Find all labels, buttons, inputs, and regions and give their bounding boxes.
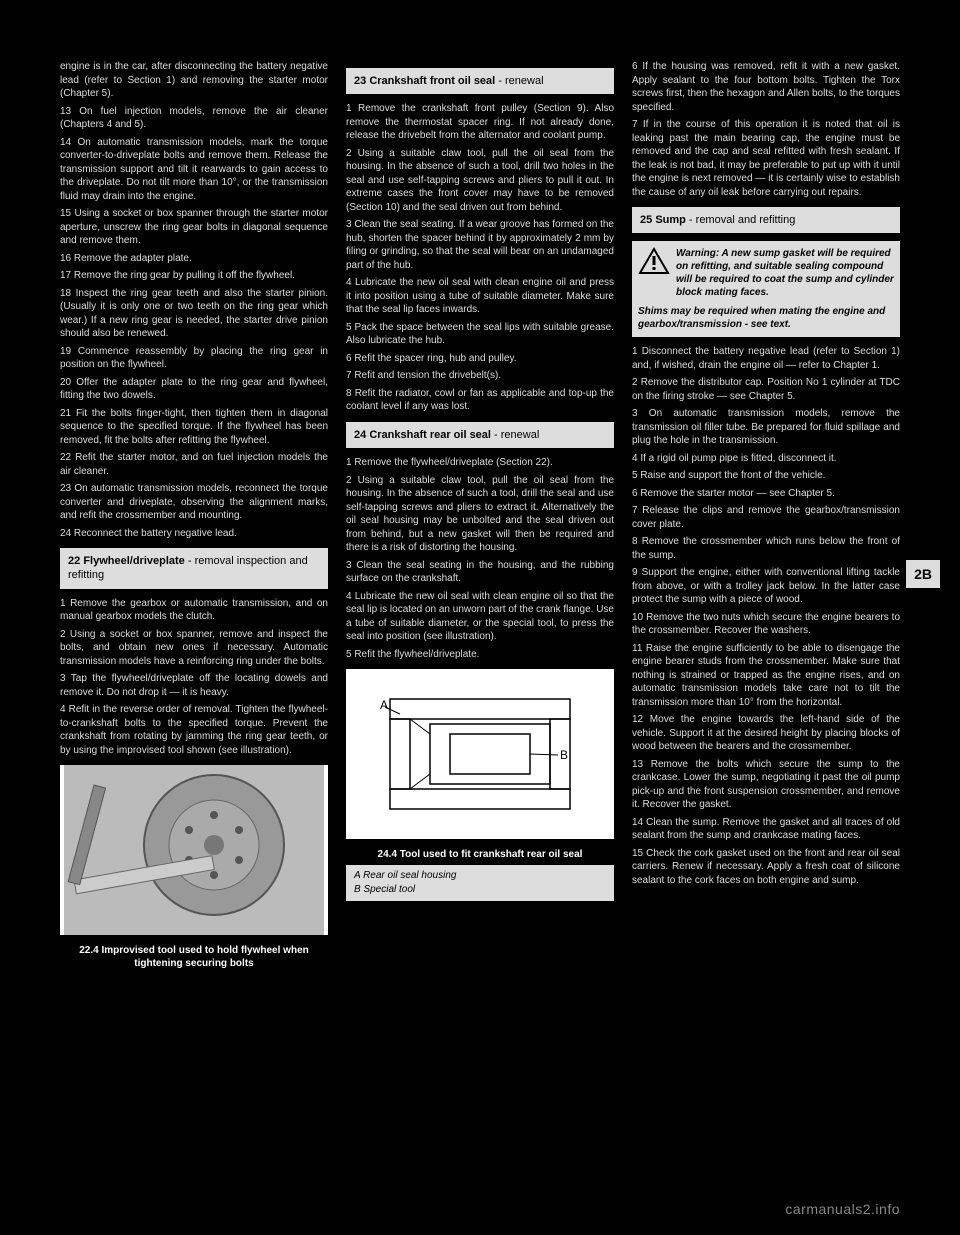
figure-caption: 22.4 Improvised tool used to hold flywhe… <box>60 940 328 974</box>
flywheel-photo <box>60 765 328 935</box>
figure-caption: 24.4 Tool used to fit crankshaft rear oi… <box>346 844 614 865</box>
body-text: 18 Inspect the ring gear teeth and also … <box>60 287 328 341</box>
body-text: 4 If a rigid oil pump pipe is fitted, di… <box>632 452 900 466</box>
body-text: 4 Refit in the reverse order of removal.… <box>60 703 328 757</box>
body-text: 1 Disconnect the battery negative lead (… <box>632 345 900 372</box>
body-text: 3 Clean the seal seating. If a wear groo… <box>346 218 614 272</box>
body-text: 5 Raise and support the front of the veh… <box>632 469 900 483</box>
section-number: 25 <box>640 214 652 226</box>
body-text: 1 Remove the crankshaft front pulley (Se… <box>346 102 614 143</box>
watermark: carmanuals2.info <box>785 1201 900 1217</box>
body-text: 7 If in the course of this operation it … <box>632 118 900 199</box>
section-title: Crankshaft rear oil seal <box>369 429 491 441</box>
oil-seal-tool-diagram: A B <box>346 669 614 839</box>
content-columns: engine is in the car, after disconnectin… <box>60 60 900 974</box>
section-subtitle: - removal and refitting <box>686 214 795 226</box>
body-text: 7 Refit and tension the drivebelt(s). <box>346 369 614 383</box>
body-text: 14 On automatic transmission models, mar… <box>60 136 328 204</box>
body-text: engine is in the car, after disconnectin… <box>60 60 328 101</box>
body-text: 13 Remove the bolts which secure the sum… <box>632 758 900 812</box>
section-number: 24 <box>354 429 366 441</box>
section-number: 22 <box>68 555 80 567</box>
body-text: 2 Using a suitable claw tool, pull the o… <box>346 474 614 555</box>
section-title: Crankshaft front oil seal <box>369 75 495 87</box>
body-text: 19 Commence reassembly by placing the ri… <box>60 345 328 372</box>
body-text: 4 Lubricate the new oil seal with clean … <box>346 276 614 317</box>
body-text: 6 Refit the spacer ring, hub and pulley. <box>346 352 614 366</box>
body-text: 23 On automatic transmission models, rec… <box>60 482 328 523</box>
body-text: 4 Lubricate the new oil seal with clean … <box>346 590 614 644</box>
body-text: 8 Remove the crossmember which runs belo… <box>632 535 900 562</box>
body-text: 5 Pack the space between the seal lips w… <box>346 321 614 348</box>
section-subtitle: - renewal <box>491 429 539 441</box>
body-text: 1 Remove the gearbox or automatic transm… <box>60 597 328 624</box>
body-text: 2 Using a suitable claw tool, pull the o… <box>346 147 614 215</box>
body-text: 24 Reconnect the battery negative lead. <box>60 527 328 541</box>
body-text: 17 Remove the ring gear by pulling it of… <box>60 269 328 283</box>
body-text: 9 Support the engine, either with conven… <box>632 566 900 607</box>
section-22-header: 22 Flywheel/driveplate - removal inspect… <box>60 548 328 589</box>
body-text: 10 Remove the two nuts which secure the … <box>632 611 900 638</box>
body-text: 21 Fit the bolts finger-tight, then tigh… <box>60 407 328 448</box>
body-text: 20 Offer the adapter plate to the ring g… <box>60 376 328 403</box>
section-subtitle: - renewal <box>495 75 543 87</box>
column-3: 6 If the housing was removed, refit it w… <box>632 60 900 974</box>
page-tab: 2B <box>906 560 940 588</box>
body-text: 22 Refit the starter motor, and on fuel … <box>60 451 328 478</box>
body-text: 12 Move the engine towards the left-hand… <box>632 713 900 754</box>
section-title: Sump <box>655 214 686 226</box>
section-title: Flywheel/driveplate <box>83 555 184 567</box>
body-text: 15 Check the cork gasket used on the fro… <box>632 847 900 888</box>
column-1: engine is in the car, after disconnectin… <box>60 60 328 974</box>
svg-text:A: A <box>380 698 388 712</box>
column-2: 23 Crankshaft front oil seal - renewal 1… <box>346 60 614 974</box>
warning-triangle-icon <box>638 247 670 275</box>
body-text: 3 Clean the seal seating in the housing,… <box>346 559 614 586</box>
figure-24-4: A B 24.4 Tool used to fit crankshaft rea… <box>346 669 614 901</box>
figure-22-4: 22.4 Improvised tool used to hold flywhe… <box>60 765 328 974</box>
figure-legend: A Rear oil seal housing B Special tool <box>346 865 614 901</box>
body-text: 8 Refit the radiator, cowl or fan as app… <box>346 387 614 414</box>
warning-tail-text: Shims may be required when mating the en… <box>638 305 894 331</box>
section-25-header: 25 Sump - removal and refitting <box>632 207 900 233</box>
warning-main-text: Warning: A new sump gasket will be requi… <box>676 248 894 298</box>
body-text: 11 Raise the engine sufficiently to be a… <box>632 642 900 710</box>
body-text: 16 Remove the adapter plate. <box>60 252 328 266</box>
svg-text:B: B <box>560 748 568 762</box>
body-text: 5 Refit the flywheel/driveplate. <box>346 648 614 662</box>
body-text: 13 On fuel injection models, remove the … <box>60 105 328 132</box>
body-text: 7 Release the clips and remove the gearb… <box>632 504 900 531</box>
section-24-header: 24 Crankshaft rear oil seal - renewal <box>346 422 614 448</box>
body-text: 1 Remove the flywheel/driveplate (Sectio… <box>346 456 614 470</box>
body-text: 6 If the housing was removed, refit it w… <box>632 60 900 114</box>
warning-box: Warning: A new sump gasket will be requi… <box>632 241 900 337</box>
body-text: 14 Clean the sump. Remove the gasket and… <box>632 816 900 843</box>
body-text: 2 Using a socket or box spanner, remove … <box>60 628 328 669</box>
legend-item: B Special tool <box>354 883 606 897</box>
body-text: 6 Remove the starter motor — see Chapter… <box>632 487 900 501</box>
body-text: 2 Remove the distributor cap. Position N… <box>632 376 900 403</box>
section-23-header: 23 Crankshaft front oil seal - renewal <box>346 68 614 94</box>
body-text: 3 On automatic transmission models, remo… <box>632 407 900 448</box>
body-text: 15 Using a socket or box spanner through… <box>60 207 328 248</box>
legend-item: A Rear oil seal housing <box>354 869 606 883</box>
section-number: 23 <box>354 75 366 87</box>
body-text: 3 Tap the flywheel/driveplate off the lo… <box>60 672 328 699</box>
